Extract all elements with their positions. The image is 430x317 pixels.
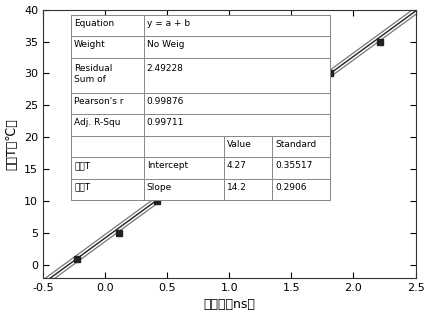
Text: Residual
Sum of: Residual Sum of <box>74 64 112 84</box>
Text: Equation: Equation <box>74 19 114 28</box>
Text: 0.35517: 0.35517 <box>275 161 313 170</box>
Text: 14.2: 14.2 <box>227 183 246 191</box>
Text: 4.27: 4.27 <box>227 161 246 170</box>
Text: Pearson's r: Pearson's r <box>74 97 123 106</box>
Text: 0.99711: 0.99711 <box>147 118 184 127</box>
Text: 温度T: 温度T <box>74 161 90 170</box>
Text: Adj. R-Squ: Adj. R-Squ <box>74 118 120 127</box>
X-axis label: 声时差（ns）: 声时差（ns） <box>203 298 255 311</box>
Text: Value: Value <box>227 139 252 149</box>
FancyBboxPatch shape <box>71 15 330 200</box>
Text: Intercept: Intercept <box>147 161 188 170</box>
Text: No Weig: No Weig <box>147 40 184 49</box>
Text: Weight: Weight <box>74 40 106 49</box>
Text: Standard: Standard <box>275 139 316 149</box>
Text: 0.99876: 0.99876 <box>147 97 184 106</box>
Text: 0.2906: 0.2906 <box>275 183 307 191</box>
Text: Slope: Slope <box>147 183 172 191</box>
Y-axis label: 温度T（℃）: 温度T（℃） <box>6 118 18 170</box>
Text: y = a + b: y = a + b <box>147 19 190 28</box>
Text: 2.49228: 2.49228 <box>147 64 184 73</box>
Text: 温度T: 温度T <box>74 183 90 191</box>
